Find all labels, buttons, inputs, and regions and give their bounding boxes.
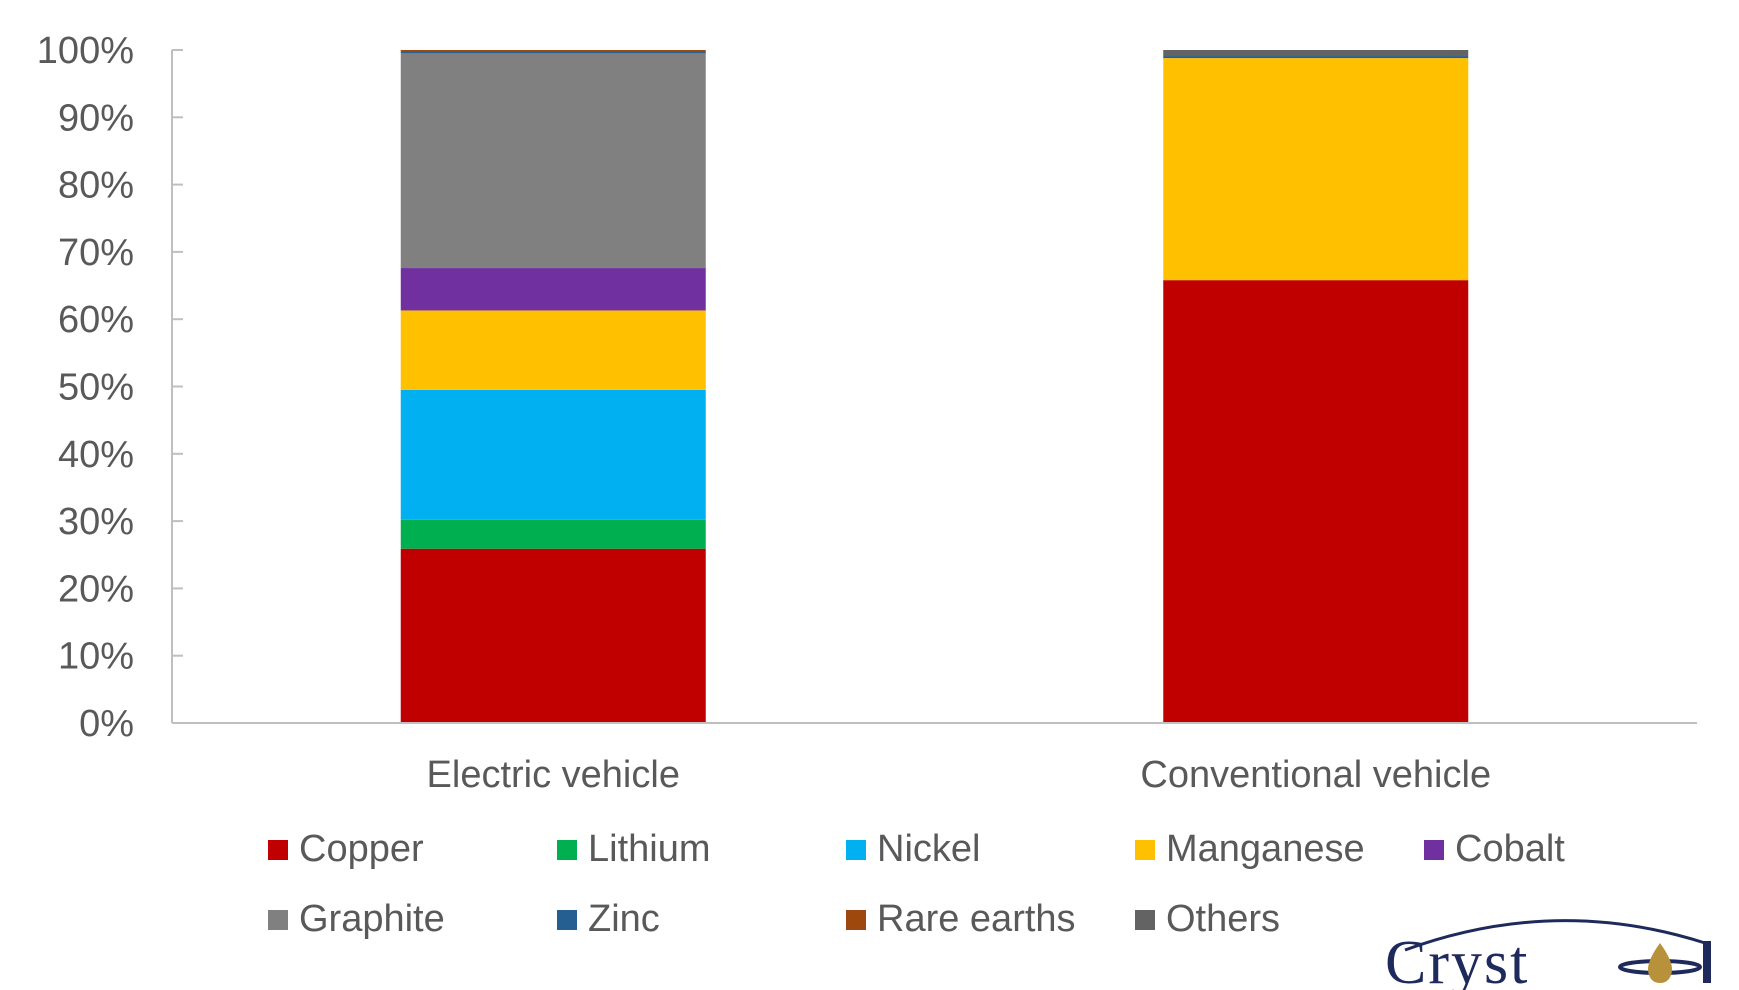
y-tick-label: 30% [58, 501, 134, 543]
y-axis: 0% 10% 20% 30% 40% 50% 60% 70% 80% 90% 100% [37, 30, 183, 745]
bar-segment-others [1163, 50, 1469, 57]
x-category-label: Conventional vehicle [1140, 754, 1491, 796]
y-tick-label: 90% [58, 97, 134, 139]
bar-segment-manganese [400, 310, 706, 390]
y-tick-label: 0% [79, 703, 134, 745]
crystol-logo: Cryst [1385, 919, 1711, 990]
bars [400, 50, 1469, 723]
bar-segment-zinc [1163, 56, 1469, 59]
bar-segment-rare-earths [400, 50, 706, 53]
y-tick-label: 10% [58, 636, 134, 678]
y-tick-label: 100% [37, 30, 134, 72]
bar-segment-copper [400, 548, 706, 723]
bar-segment-nickel [400, 389, 706, 520]
svg-text:Cryst: Cryst [1385, 929, 1529, 990]
y-tick-label: 60% [58, 299, 134, 341]
y-tick-label: 40% [58, 434, 134, 476]
bar-segment-copper [1163, 280, 1469, 723]
x-axis: Electric vehicle Conventional vehicle [172, 722, 1697, 796]
y-tick-label: 50% [58, 367, 134, 409]
bar-segment-zinc [400, 52, 706, 54]
y-tick-label: 20% [58, 568, 134, 610]
y-tick-label: 80% [58, 165, 134, 207]
bar-segment-graphite [400, 53, 706, 269]
bar-segment-cobalt [400, 268, 706, 311]
bar-segment-lithium [400, 519, 706, 549]
y-tick-label: 70% [58, 232, 134, 274]
x-category-label: Electric vehicle [427, 754, 680, 796]
bar-segment-manganese [1163, 58, 1469, 281]
